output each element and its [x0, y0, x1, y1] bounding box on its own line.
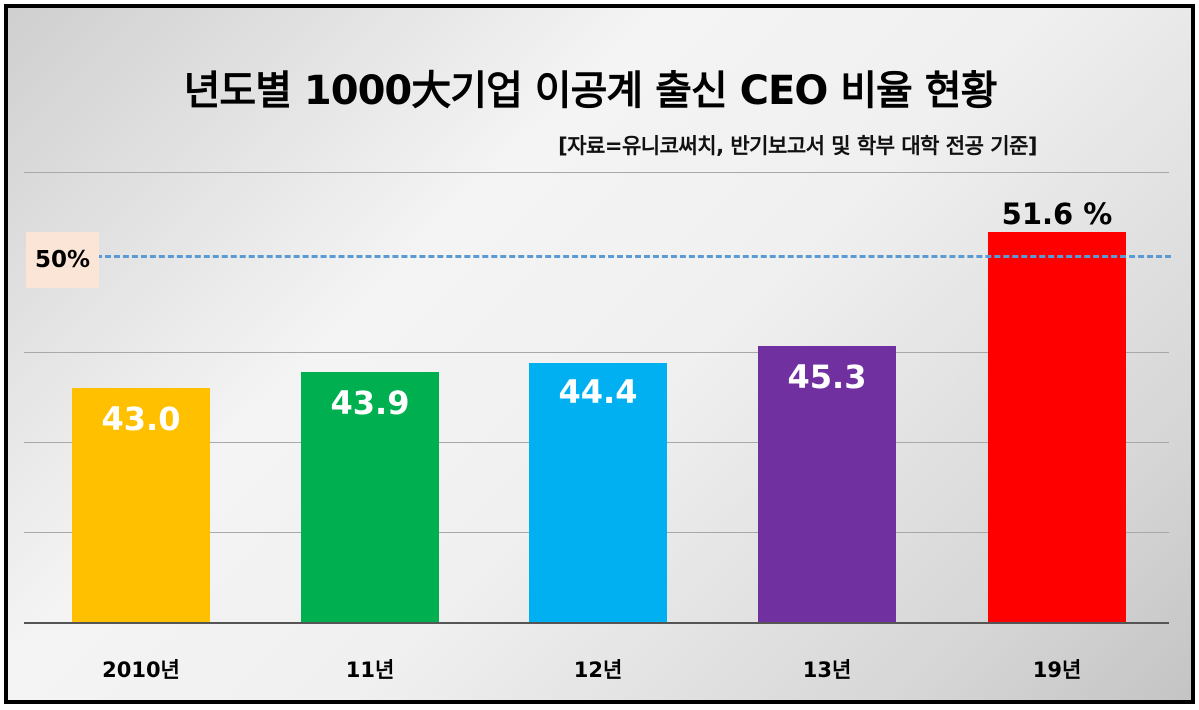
x-tick-label: 13년 [802, 658, 852, 682]
bar-value-label: 43.9 [330, 384, 410, 422]
bar-value-label: 44.4 [558, 373, 638, 411]
x-axis-line [24, 622, 1169, 624]
chart-title: 년도별 1000大기업 이공계 출신 CEO 비율 현황 [183, 68, 998, 114]
bar-value-label-2019: 51.6 % [1001, 197, 1113, 231]
bar-value-label: 43.0 [101, 400, 181, 438]
x-tick-label: 19년 [1032, 658, 1082, 682]
bar-value-label: 45.3 [787, 358, 867, 396]
bar-2011: 43.9 [301, 372, 439, 623]
bar-2013: 45.3 [758, 346, 896, 623]
reference-line-50 [96, 255, 1171, 258]
bar-2010: 43.0 [72, 388, 210, 623]
bar-2012: 44.4 [529, 363, 667, 623]
x-tick-label: 2010년 [102, 658, 180, 682]
gridline [24, 172, 1169, 173]
x-tick-label: 12년 [573, 658, 623, 682]
chart-subtitle: [자료=유니코써치, 반기보고서 및 학부 대학 전공 기준] [558, 134, 1037, 158]
gridline [24, 352, 1169, 353]
x-tick-label: 11년 [345, 658, 395, 682]
bar-2019 [988, 232, 1126, 623]
reference-label-50: 50% [26, 232, 99, 288]
